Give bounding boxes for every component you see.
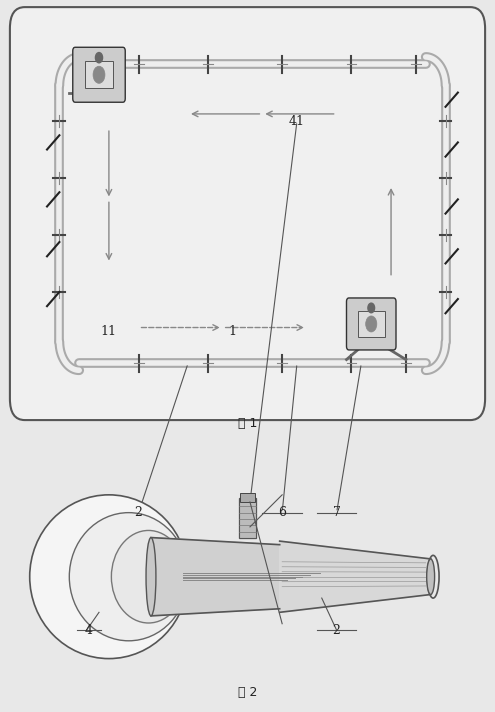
Bar xyxy=(358,311,385,337)
Ellipse shape xyxy=(69,513,188,641)
Text: 6: 6 xyxy=(278,506,286,519)
Polygon shape xyxy=(239,498,256,538)
FancyBboxPatch shape xyxy=(346,298,396,350)
Ellipse shape xyxy=(427,559,435,595)
FancyBboxPatch shape xyxy=(10,7,485,420)
Bar xyxy=(85,61,113,88)
Polygon shape xyxy=(151,538,280,616)
Text: 11: 11 xyxy=(101,325,117,337)
Ellipse shape xyxy=(111,530,186,623)
Text: 1: 1 xyxy=(229,325,237,337)
Ellipse shape xyxy=(146,538,156,616)
FancyBboxPatch shape xyxy=(73,47,125,103)
Text: 4: 4 xyxy=(85,624,93,637)
Circle shape xyxy=(93,66,105,83)
Text: 2: 2 xyxy=(135,506,143,519)
Ellipse shape xyxy=(30,495,188,659)
Polygon shape xyxy=(280,541,431,612)
Circle shape xyxy=(96,53,102,63)
Bar xyxy=(239,498,256,538)
Circle shape xyxy=(368,303,375,313)
Text: 2: 2 xyxy=(333,624,341,637)
Text: 图 1: 图 1 xyxy=(238,417,257,430)
Text: 7: 7 xyxy=(333,506,341,519)
Bar xyxy=(240,493,255,502)
Text: 图 2: 图 2 xyxy=(238,686,257,698)
Circle shape xyxy=(366,316,377,332)
Text: 41: 41 xyxy=(289,115,305,127)
